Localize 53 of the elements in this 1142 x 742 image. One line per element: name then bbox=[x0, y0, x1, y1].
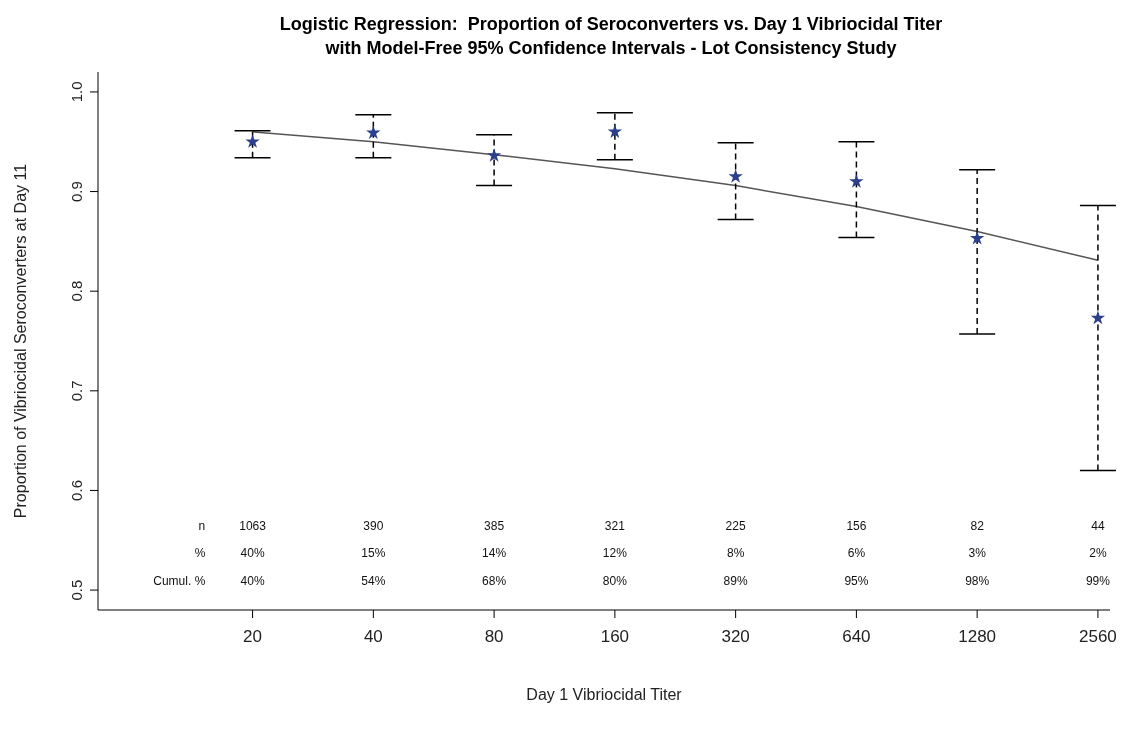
annotation: Cumul. % bbox=[153, 573, 206, 588]
annotation: 225 bbox=[725, 518, 746, 533]
y-tick-label: 0.9 bbox=[68, 181, 85, 202]
line-series bbox=[251, 131, 1099, 262]
annotation: 99% bbox=[1085, 573, 1111, 588]
annotation: 98% bbox=[965, 573, 990, 588]
x-tick-label: 20 bbox=[243, 627, 263, 647]
annotation: 156 bbox=[846, 518, 867, 533]
annotation: 95% bbox=[844, 573, 869, 588]
annotation: 54% bbox=[361, 573, 386, 588]
annotation: 68% bbox=[482, 573, 507, 588]
y-tick-label: 0.5 bbox=[68, 579, 85, 601]
annotation: 89% bbox=[723, 573, 748, 588]
annotation: 1063 bbox=[239, 518, 267, 533]
annotation: 14% bbox=[482, 546, 507, 561]
x-tick-label: 160 bbox=[600, 627, 630, 647]
point bbox=[486, 148, 502, 162]
point bbox=[366, 125, 381, 139]
annotation: 82 bbox=[970, 518, 985, 533]
y-tick-label: 0.6 bbox=[68, 480, 85, 501]
point bbox=[969, 230, 985, 245]
chart-title: Logistic Regression: Proportion of Seroconverters vs. Day 1 Vibriocidal Titer with Model-Free 95% Confidence Intervals - Lot Consistency Study bbox=[278, 13, 944, 60]
annotation: % bbox=[194, 546, 206, 561]
point bbox=[607, 124, 623, 138]
annotation: 385 bbox=[484, 518, 505, 533]
annotation: 6% bbox=[847, 546, 866, 561]
annotation: 8% bbox=[726, 546, 745, 561]
x-tick-label: 1280 bbox=[958, 627, 997, 647]
x-tick-label: 2560 bbox=[1079, 627, 1117, 647]
annotation: 321 bbox=[604, 518, 626, 533]
annotation: 2% bbox=[1089, 546, 1107, 561]
annotation: n bbox=[198, 518, 206, 533]
point bbox=[245, 134, 260, 148]
annotation: 12% bbox=[602, 546, 628, 561]
y-tick-label: 1.0 bbox=[68, 81, 85, 103]
x-axis-title: Day 1 Vibriocidal Titer bbox=[526, 686, 683, 703]
annotation: 15% bbox=[361, 546, 386, 561]
x-tick-label: 320 bbox=[721, 627, 750, 647]
x-tick-label: 640 bbox=[842, 627, 871, 647]
x-tick-label: 80 bbox=[484, 627, 504, 647]
annotation: 40% bbox=[240, 546, 265, 561]
annotation: 80% bbox=[602, 573, 628, 588]
point bbox=[1090, 310, 1106, 325]
annotation: 40% bbox=[240, 573, 265, 588]
y-axis-title: Proportion of Vibriocidal Seroconverters at Day 11 bbox=[11, 163, 29, 519]
point bbox=[849, 174, 864, 188]
x-tick-label: 40 bbox=[363, 627, 383, 647]
y-tick-label: 0.8 bbox=[68, 280, 85, 302]
point bbox=[728, 169, 743, 183]
annotation: 3% bbox=[968, 546, 987, 561]
annotation: 44 bbox=[1091, 518, 1105, 533]
annotation: 390 bbox=[363, 518, 384, 533]
y-tick-label: 0.7 bbox=[68, 380, 85, 402]
